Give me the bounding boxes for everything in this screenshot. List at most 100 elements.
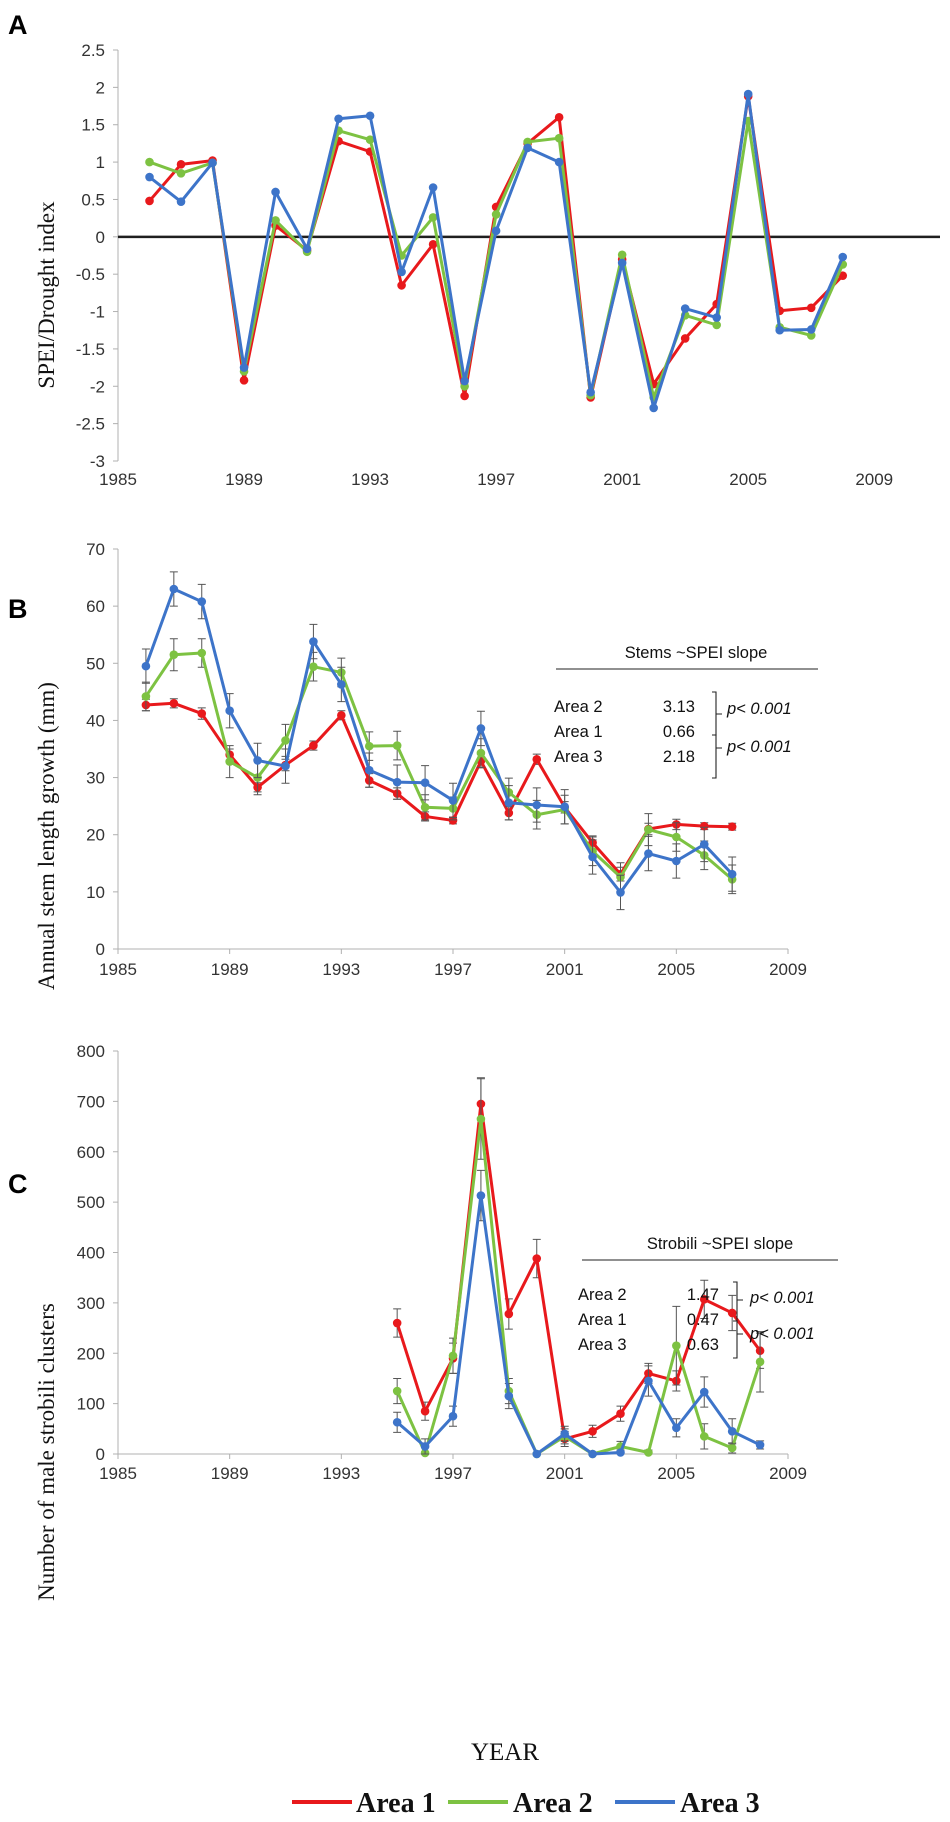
panel-c-point-area1 [727, 1308, 737, 1318]
panel-a-y-tick-label: 1.5 [81, 116, 105, 135]
panel-c-point-area2 [476, 1114, 486, 1124]
panel-a-point-area3 [586, 387, 595, 397]
panel-b-point-area1 [727, 822, 737, 832]
panel-a-line-area1 [148, 94, 844, 399]
panel-c-stats-box: Strobili ~SPEI slope Area 2 1.47 Area 1 … [578, 1235, 838, 1359]
panel-a-point-area2 [712, 320, 721, 330]
panel-b-point-area3 [504, 798, 514, 808]
panel-b-x-tick-label: 1989 [211, 960, 249, 979]
panel-a-x-tick-label: 1997 [477, 470, 515, 489]
panel-c-point-area3 [476, 1191, 486, 1200]
panel-b-point-area3 [392, 777, 402, 787]
panel-b-point-area2 [476, 748, 486, 758]
x-axis-title: YEAR [471, 1739, 539, 1766]
stats-c-row-2-slope: 0.47 [687, 1311, 719, 1329]
panel-b-line-area2 [144, 651, 734, 881]
panel-c-y-tick-label: 100 [77, 1395, 105, 1414]
panel-c-point-area3 [727, 1427, 737, 1436]
stats-c-row-1-slope: 1.47 [687, 1286, 719, 1304]
panel-b-point-area3 [616, 888, 625, 897]
panel-c-y-tick-label: 300 [77, 1294, 105, 1313]
panel-b-point-area3 [141, 661, 151, 671]
stats-b-row-2-slope: 0.66 [663, 723, 695, 741]
panel-b-y-tick-label: 60 [86, 597, 105, 616]
panel-a-x-tick-label: 2001 [603, 470, 641, 489]
panel-c-point-area3 [532, 1449, 542, 1459]
panel-c-point-area3 [699, 1387, 709, 1397]
panel-b-y-tick-label: 10 [86, 883, 105, 902]
stats-c-row-2-area: Area 1 [578, 1311, 627, 1329]
panel-a-point-area3 [680, 304, 690, 313]
panel-a-point-area3 [176, 197, 186, 206]
panel-a-point-area1 [145, 196, 154, 206]
legend-label-area-3: Area 3 [680, 1788, 760, 1819]
panel-b-x-tick-label: 1985 [99, 960, 137, 979]
panel-c-point-area1 [699, 1295, 709, 1304]
panel-c-point-area2 [755, 1357, 765, 1367]
panel-b-point-area2 [197, 648, 207, 658]
panel-a-point-area2 [523, 137, 532, 147]
panel-c-y-axis-label: Number of male strobili clusters [34, 1303, 59, 1601]
panel-b-x-ticks: 1985 1989 1993 1997 2001 2005 2009 [99, 949, 807, 979]
panel-c-point-area3 [504, 1391, 514, 1401]
panel-c-x-tick-label: 2001 [546, 1464, 584, 1483]
panel-a-point-area3 [460, 376, 469, 386]
panel-b-point-area1 [309, 741, 318, 750]
panel-b-y-tick-label: 50 [86, 654, 105, 673]
panel-a-y-tick-label: -1 [90, 303, 105, 322]
panel-c-point-area3 [644, 1376, 653, 1386]
panel-c-x-tick-label: 2009 [769, 1464, 807, 1483]
panel-c-point-area3 [420, 1442, 430, 1451]
panel-b-y-ticks: 70 60 50 40 30 20 10 0 [86, 540, 118, 959]
panel-a-point-area3 [428, 183, 438, 192]
panel-c-x-tick-label: 1985 [99, 1464, 137, 1483]
panel-c-x-tick-label: 1997 [434, 1464, 472, 1483]
panel-a-y-tick-label: 0 [96, 228, 105, 247]
panel-b-x-tick-label: 1993 [322, 960, 360, 979]
panel-a-x-tick-label: 1993 [351, 470, 389, 489]
panel-b-point-area1 [337, 710, 346, 720]
panel-b-point-area1 [448, 816, 458, 825]
stats-b-row-2-area: Area 1 [554, 723, 603, 741]
panel-a-y-tick-label: 2 [96, 78, 105, 97]
panel-b-point-area3 [197, 597, 207, 606]
panel-c-point-area1 [616, 1409, 625, 1418]
panel-c-y-tick-label: 500 [77, 1193, 105, 1212]
panel-c-point-area1 [532, 1254, 542, 1263]
stats-b-row-1-area: Area 2 [554, 698, 603, 716]
panel-c-point-area3 [392, 1417, 402, 1427]
panel-b-point-area3 [699, 840, 709, 849]
panel-a-point-area3 [649, 403, 658, 413]
panel-b-y-tick-label: 30 [86, 769, 105, 788]
panel-b-point-area2 [420, 802, 430, 812]
panel-a-point-area3 [617, 258, 627, 268]
panel-b-stats-box: Stems ~SPEI slope Area 2 3.13 Area 1 0.6… [554, 644, 818, 779]
panel-c-y-ticks: 800 700 600 500 400 300 200 100 0 [77, 1042, 118, 1464]
panel-a-point-area3 [208, 158, 217, 168]
stats-b-title: Stems ~SPEI slope [625, 644, 768, 662]
panel-c-point-area3 [672, 1423, 681, 1433]
panel-a-spei-chart: A SPEI/Drought index 2.5 2 1.5 1 0.5 0 -0.5 -1 -… [8, 10, 940, 489]
panel-a-x-tick-label: 1985 [99, 470, 137, 489]
panel-a-point-area2 [145, 157, 154, 167]
panel-c-point-area3 [560, 1429, 569, 1439]
panel-b-point-area3 [476, 724, 486, 733]
panel-a-axes [117, 50, 940, 461]
panel-c-y-tick-label: 200 [77, 1344, 105, 1363]
panel-a-point-area2 [806, 331, 816, 340]
panel-b-series [141, 571, 737, 911]
panel-a-line-area3 [148, 92, 845, 410]
panel-b-y-tick-label: 20 [86, 826, 105, 845]
panel-a-point-area2 [491, 210, 501, 219]
panel-a-point-area1 [239, 375, 249, 385]
stats-b-row-1-slope: 3.13 [663, 698, 695, 716]
stats-c-row-3-slope: 0.63 [687, 1336, 719, 1354]
panel-a-point-area1 [680, 334, 690, 343]
panel-b-y-axis-label: Annual stem length growth (mm) [34, 682, 59, 990]
panel-a-point-area3 [523, 143, 532, 153]
panel-a-y-tick-label: 1 [96, 153, 105, 172]
panel-b-point-area3 [309, 637, 318, 646]
panel-a-point-area3 [271, 187, 280, 197]
panel-a-point-area2 [428, 213, 438, 222]
stats-b-bracket-1 [712, 691, 722, 736]
